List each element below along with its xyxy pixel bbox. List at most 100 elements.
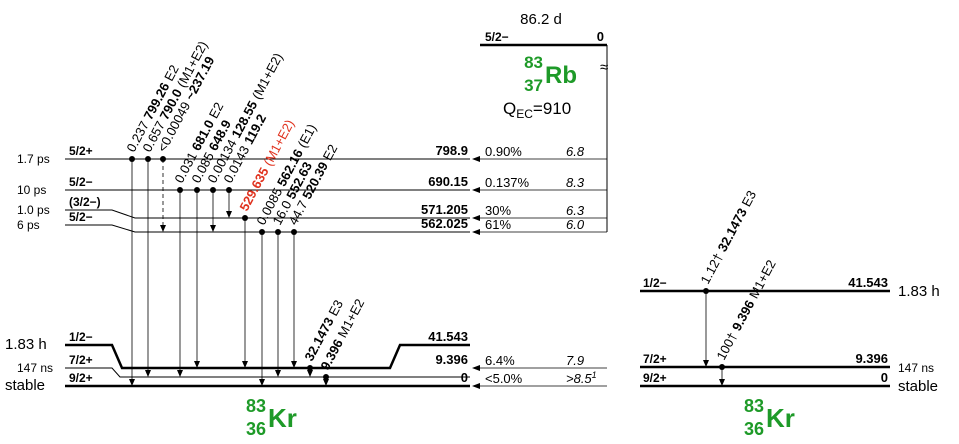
logft: 7.9 [566, 353, 584, 368]
level-spin: (3/2−) [69, 195, 101, 209]
gamma-origin [226, 187, 232, 193]
gamma-arrowhead [160, 225, 166, 232]
gamma-intensity: 100† [713, 330, 740, 363]
feeding: 6.4% [485, 353, 515, 368]
daughter-z: 36 [246, 419, 266, 439]
gamma-multipolarity: (E1) [294, 121, 319, 150]
gamma-energy: 32.1473 [715, 206, 750, 255]
gamma-arrowhead [323, 379, 329, 386]
level-line [65, 367, 470, 378]
isomer-level-half-life: 1.83 h [898, 283, 940, 300]
isomer-level-half-life: stable [898, 378, 938, 395]
feeding-arrowhead [472, 187, 480, 193]
feeding: 0.137% [485, 175, 530, 190]
level-half-life: 6 ps [17, 218, 40, 232]
parent-spin: 5/2− [485, 30, 509, 44]
gamma-arrowhead [242, 361, 248, 368]
daughter-symbol: Kr [268, 403, 297, 433]
isomer-level-spin: 1/2− [643, 276, 667, 290]
level-half-life: 10 ps [17, 183, 46, 197]
parent-z: 37 [524, 76, 543, 95]
parent-energy: 0 [597, 29, 604, 44]
isomer-daughter-z: 36 [744, 419, 764, 439]
gamma-arrowhead [291, 361, 297, 368]
gamma-arrowhead [129, 379, 135, 386]
level-spin: 7/2+ [69, 353, 93, 367]
level-line [65, 343, 470, 370]
gamma-origin [323, 374, 329, 380]
gamma-origin [129, 156, 135, 162]
isomer-level-energy: 41.543 [848, 275, 888, 290]
gamma-origin [177, 187, 183, 193]
isomer-level-spin: 7/2+ [643, 352, 667, 366]
gamma-origin [259, 229, 265, 235]
gamma-arrowhead [210, 225, 216, 232]
feeding: <5.0% [485, 371, 523, 386]
feeding-arrowhead [472, 156, 480, 162]
level-spin: 5/2+ [69, 144, 93, 158]
level-line [65, 224, 470, 233]
logft-value: 7.9 [566, 353, 584, 368]
parent-mass: 83 [524, 53, 543, 72]
logft-value: 8.3 [566, 175, 585, 190]
level-energy: 41.543 [428, 329, 468, 344]
daughter-mass: 83 [246, 396, 266, 416]
logft: 6.3 [566, 203, 585, 218]
feeding-arrowhead [472, 383, 480, 389]
gamma-arrowhead [194, 361, 200, 368]
isomer-daughter-mass: 83 [744, 396, 764, 416]
gamma-origin [145, 156, 151, 162]
gamma-arrowhead [177, 370, 183, 377]
gamma-energy: 9.396 [729, 298, 758, 334]
gamma-origin [160, 156, 166, 162]
logft-value: 6.0 [566, 217, 585, 232]
gamma-multipolarity: E3 [325, 297, 346, 318]
level-energy: 562.025 [421, 216, 468, 231]
gamma-arrowhead [719, 379, 725, 386]
level-energy: 571.205 [421, 202, 468, 217]
level-half-life: 1.0 ps [17, 203, 50, 217]
gamma-arrowhead [307, 370, 313, 377]
q-label: Q [503, 99, 516, 118]
gamma-arrowhead [703, 360, 709, 367]
feeding: 61% [485, 217, 511, 232]
gamma-origin [719, 364, 725, 370]
gamma-label: 1.12†32.1473E3 [697, 188, 759, 286]
level-spin: 9/2+ [69, 371, 93, 385]
gamma-arrowhead [226, 211, 232, 218]
level-spin: 1/2− [69, 330, 93, 344]
logft: 6.0 [566, 217, 585, 232]
level-half-life: 1.7 ps [17, 152, 50, 166]
isomer-level-half-life: 147 ns [898, 361, 934, 375]
gamma-origin [210, 187, 216, 193]
gamma-multipolarity: E3 [739, 188, 760, 209]
gamma-origin [275, 229, 281, 235]
level-spin: 5/2− [69, 175, 93, 189]
gamma-arrowhead [275, 370, 281, 377]
gamma-intensity: 1.12† [697, 251, 726, 287]
isomer-level-energy: 9.396 [855, 351, 888, 366]
gamma-origin [307, 365, 313, 371]
gamma-multipolarity: E2 [161, 62, 182, 83]
parent-half-life: 86.2 d [520, 11, 562, 28]
level-energy: 798.9 [435, 143, 468, 158]
level-energy: 690.15 [428, 174, 468, 189]
gamma-origin [291, 229, 297, 235]
feeding-arrowhead [472, 365, 480, 371]
level-line [65, 209, 470, 219]
logft-value: 6.8 [566, 144, 585, 159]
level-half-life: 147 ns [17, 361, 53, 375]
q-sub: EC [516, 107, 533, 121]
isomer-level-energy: 0 [881, 370, 888, 385]
logft-value: >8.5 [566, 371, 592, 386]
feeding-arrowhead [472, 229, 480, 235]
q-number: =910 [533, 99, 571, 118]
gamma-origin [703, 288, 709, 294]
gamma-multipolarity: E2 [320, 142, 341, 163]
gamma-arrowhead [145, 370, 151, 377]
level-spin: 5/2− [69, 210, 93, 224]
logft-footnote: 1 [592, 370, 597, 380]
gamma-origin [194, 187, 200, 193]
logft: >8.51 [566, 370, 597, 386]
